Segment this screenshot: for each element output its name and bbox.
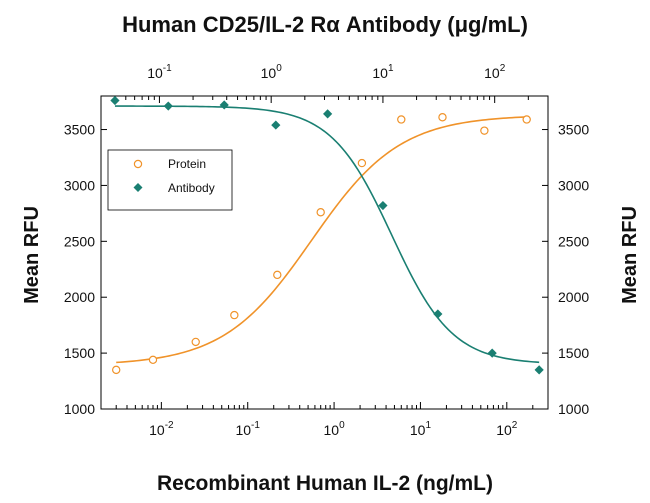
- x-tick-label-bottom: 102: [496, 420, 518, 438]
- protein-point: [112, 365, 121, 375]
- y-tick-label-left: 1500: [64, 345, 95, 361]
- x-tick-label-top: 101: [372, 63, 394, 81]
- chart-title: Human CD25/IL-2 Rα Antibody (μg/mL): [122, 12, 528, 37]
- fit-curves: [114, 105, 540, 364]
- y-tick-label-left: 1000: [64, 401, 95, 417]
- protein-point: [357, 158, 367, 168]
- data-points: [110, 95, 544, 375]
- antibody-point: [378, 200, 388, 211]
- antibody-point: [487, 348, 497, 358]
- protein-point: [191, 337, 200, 347]
- x-tick-label-top: 10-1: [147, 63, 172, 81]
- y-tick-label-right: 1500: [558, 345, 589, 361]
- x-tick-label-bottom: 10-1: [235, 420, 260, 438]
- y-tick-label-left: 3000: [64, 177, 95, 193]
- y-tick-label-right: 2000: [558, 289, 589, 305]
- protein-fit-curve: [116, 116, 527, 364]
- protein-point: [148, 355, 158, 365]
- legend-box: [107, 149, 233, 211]
- protein-point: [522, 115, 531, 124]
- y-axis-label-left: Mean RFU: [21, 206, 43, 304]
- protein-point: [316, 208, 325, 217]
- axis-ticks: 1000 1000 1500 1500 2000 2000 2500 2500 3000 3000…: [64, 63, 590, 438]
- protein-point: [397, 115, 406, 124]
- legend-antibody-marker: [133, 183, 143, 192]
- antibody-point: [534, 365, 544, 375]
- antibody-point: [219, 100, 229, 110]
- legend: Protein Antibody: [107, 149, 233, 211]
- plot-frame: [100, 95, 549, 410]
- legend-antibody-label: Antibody: [168, 181, 215, 195]
- antibody-fit-curve: [114, 105, 540, 364]
- x-tick-label-bottom: 100: [324, 420, 346, 438]
- antibody-point: [163, 101, 173, 111]
- y-tick-label-left: 3500: [64, 122, 95, 138]
- x-tick-label-top: 100: [261, 63, 283, 81]
- y-tick-label-right: 3500: [558, 122, 589, 138]
- protein-point: [230, 310, 239, 320]
- protein-point: [273, 270, 282, 280]
- legend-protein-label: Protein: [168, 157, 206, 171]
- antibody-point: [323, 109, 333, 119]
- y-tick-label-right: 3000: [558, 177, 589, 193]
- x-tick-label-bottom: 101: [410, 420, 432, 438]
- antibody-point: [110, 95, 120, 106]
- legend-protein-marker: [133, 159, 143, 169]
- antibody-point: [271, 120, 281, 130]
- y-axis-label-right: Mean RFU: [619, 206, 641, 304]
- y-tick-label-left: 2000: [64, 289, 95, 305]
- y-tick-label-right: 1000: [558, 401, 589, 417]
- protein-point: [480, 126, 489, 135]
- x-tick-label-top: 102: [484, 63, 506, 81]
- y-tick-label-left: 2500: [64, 233, 95, 249]
- antibody-point: [433, 309, 443, 319]
- x-axis-label: Recombinant Human IL-2 (ng/mL): [157, 472, 493, 495]
- y-tick-label-right: 2500: [558, 233, 589, 249]
- x-tick-label-bottom: 10-2: [149, 420, 174, 438]
- protein-point: [438, 113, 447, 122]
